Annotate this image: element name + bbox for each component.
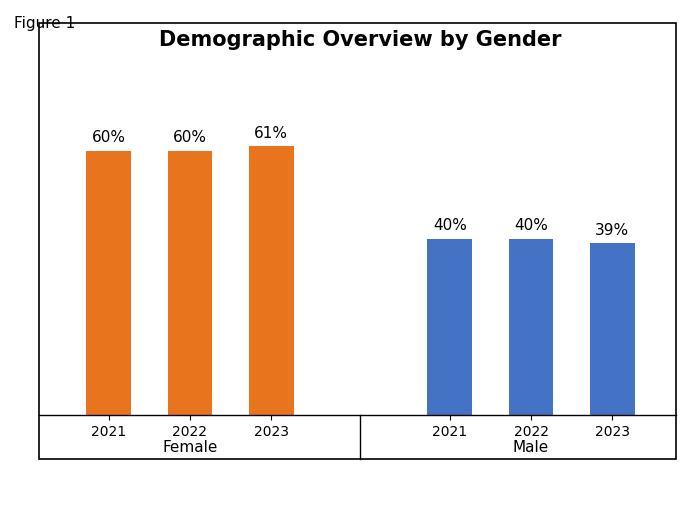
Bar xyxy=(87,151,131,415)
Text: 60%: 60% xyxy=(92,130,126,145)
Bar xyxy=(428,239,472,415)
Title: Demographic Overview by Gender: Demographic Overview by Gender xyxy=(160,30,561,50)
Text: 61%: 61% xyxy=(254,126,288,141)
Text: Male: Male xyxy=(513,441,549,455)
Text: 60%: 60% xyxy=(173,130,207,145)
Text: Female: Female xyxy=(162,441,218,455)
Bar xyxy=(509,239,553,415)
Text: 40%: 40% xyxy=(433,218,467,234)
Text: 40%: 40% xyxy=(514,218,548,234)
Bar xyxy=(249,146,293,415)
Bar xyxy=(167,151,212,415)
Text: 39%: 39% xyxy=(595,223,629,238)
Text: Figure 1: Figure 1 xyxy=(14,16,76,31)
Bar xyxy=(590,243,634,415)
